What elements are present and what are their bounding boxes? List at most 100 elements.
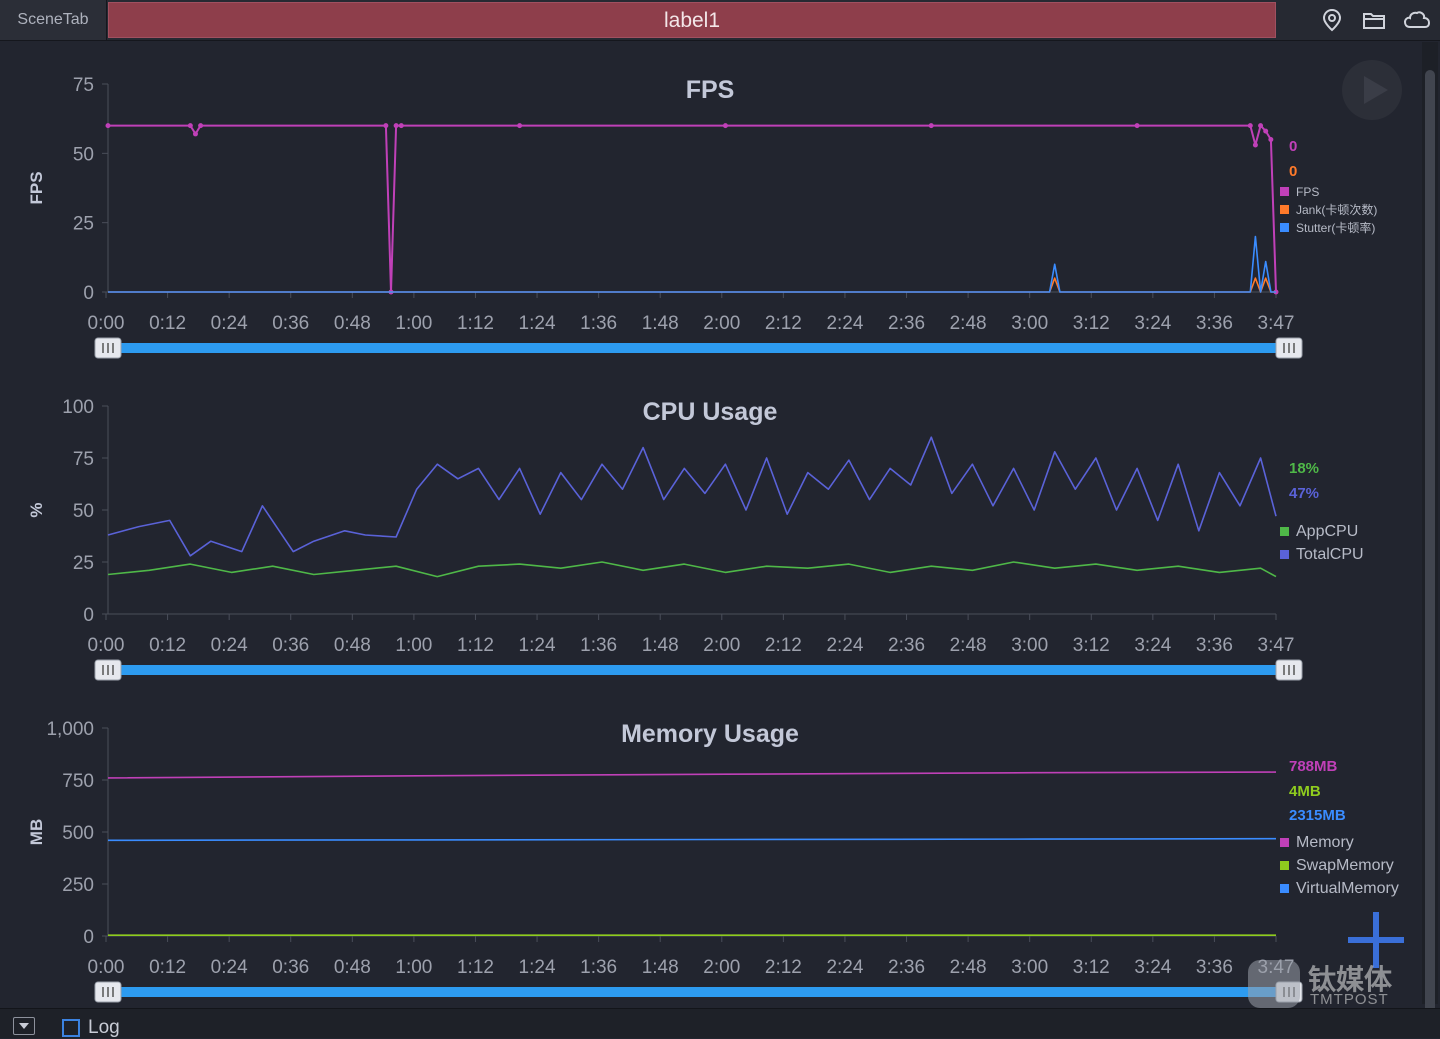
x-tick-label: 0:36 [272,957,309,978]
x-tick-label: 0:48 [334,635,371,656]
x-tick-label: 2:24 [826,635,863,656]
chart-title: CPU Usage [643,398,778,426]
x-tick-label: 1:00 [395,635,432,656]
series-line-1 [107,771,1277,779]
current-value: 0 [1289,163,1297,180]
legend-entry: Jank(卡顿次数) [1296,202,1377,217]
vertical-scrollbar[interactable] [1422,42,1438,1020]
legend-entry: AppCPU [1296,523,1358,540]
x-tick-label: 0:24 [211,313,248,334]
x-tick-label: 3:12 [1073,957,1110,978]
fps-point [192,131,198,137]
x-tick-label: 2:24 [826,957,863,978]
y-tick-label: 100 [62,397,94,418]
x-tick-label: 3:00 [1011,957,1048,978]
bottom-bar: Log [0,1008,1440,1038]
x-tick-label: 2:12 [765,635,802,656]
legend-swatch [1280,527,1289,536]
current-value: 2315MB [1289,807,1346,824]
series-line-3 [108,235,1276,293]
x-tick-label: 3:24 [1134,313,1171,334]
range-slider-track[interactable] [118,665,1278,675]
fps-point [722,123,728,129]
range-slider-track[interactable] [118,343,1278,353]
x-tick-label: 3:00 [1011,635,1048,656]
x-tick-label: 0:12 [149,313,186,334]
legend-entry: Memory [1296,834,1354,851]
x-tick-label: 2:36 [888,957,925,978]
top-icons [1318,6,1431,36]
folder-icon[interactable] [1360,6,1388,34]
label-tab[interactable]: label1 [108,2,1276,38]
watermark-brand-cn: 钛媒体 [1308,964,1393,995]
y-tick-label: 75 [73,449,94,470]
range-slider-track[interactable] [118,987,1278,997]
x-tick-label: 1:24 [519,635,556,656]
fps-point [1252,142,1258,148]
log-label: Log [88,1017,120,1038]
y-axis-label: % [27,502,46,517]
series-line-2 [107,436,1277,557]
legend-entry: TotalCPU [1296,546,1364,563]
x-tick-label: 1:48 [642,313,679,334]
fps-point [1268,136,1274,142]
x-tick-label: 3:24 [1134,635,1171,656]
current-value: 47% [1289,485,1319,502]
legend-entry: SwapMemory [1296,857,1394,874]
x-tick-label: 3:36 [1196,957,1233,978]
chevron-down-icon [19,1023,29,1029]
add-plus-icon[interactable] [1348,912,1404,968]
x-tick-label: 0:48 [334,957,371,978]
x-tick-label: 0:00 [88,635,125,656]
x-tick-label: 3:12 [1073,635,1110,656]
x-tick-label: 1:24 [519,313,556,334]
series-line-1 [107,561,1277,578]
fps-point [383,123,389,129]
current-value: 4MB [1289,783,1321,800]
x-tick-label: 1:24 [519,957,556,978]
x-tick-label: 3:00 [1011,313,1048,334]
dropdown-toggle[interactable] [13,1017,35,1035]
chart-title: Memory Usage [621,720,799,748]
current-value: 18% [1289,460,1319,477]
legend-swatch [1280,223,1289,232]
log-checkbox[interactable] [62,1019,80,1037]
y-tick-label: 0 [83,605,94,626]
y-tick-label: 50 [73,144,94,165]
play-button[interactable] [1342,60,1402,120]
current-value: 788MB [1289,758,1338,775]
watermark-logo [1248,960,1300,1008]
cloud-icon[interactable] [1402,6,1431,34]
fps-point [187,123,193,129]
y-tick-label: 250 [62,875,94,896]
location-pin-icon[interactable] [1318,6,1346,34]
fps-point [517,123,523,129]
y-tick-label: 50 [73,501,94,522]
x-tick-label: 2:12 [765,957,802,978]
legend-swatch [1280,187,1289,196]
x-tick-label: 2:00 [703,957,740,978]
y-tick-label: 1,000 [46,719,94,740]
chart-title: FPS [686,76,735,104]
y-tick-label: 750 [62,771,94,792]
y-tick-label: 0 [83,283,94,304]
x-tick-label: 2:00 [703,635,740,656]
x-tick-label: 1:12 [457,313,494,334]
fps-point [928,123,934,129]
y-tick-label: 25 [73,553,94,574]
scene-tab[interactable]: SceneTab [0,0,107,40]
x-tick-label: 1:00 [395,957,432,978]
legend-swatch [1280,205,1289,214]
x-tick-label: 3:47 [1258,313,1295,334]
legend-swatch [1280,550,1289,559]
x-tick-label: 2:12 [765,313,802,334]
x-tick-label: 2:00 [703,313,740,334]
x-tick-label: 1:12 [457,635,494,656]
x-tick-label: 0:36 [272,635,309,656]
x-tick-label: 0:00 [88,313,125,334]
scrollbar-thumb[interactable] [1425,70,1435,1020]
x-tick-label: 1:36 [580,957,617,978]
x-tick-label: 3:24 [1134,957,1171,978]
y-tick-label: 0 [83,927,94,948]
x-tick-label: 3:36 [1196,635,1233,656]
